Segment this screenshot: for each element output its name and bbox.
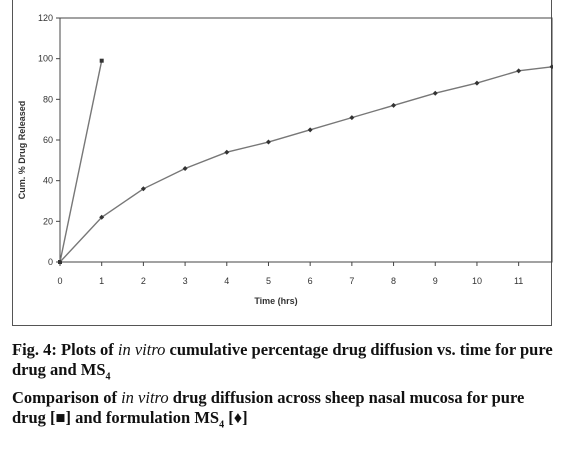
data-point-ms4 bbox=[265, 139, 271, 145]
data-point-ms4 bbox=[432, 90, 438, 96]
description-text: Comparison of bbox=[12, 388, 122, 407]
data-point-ms4 bbox=[182, 165, 188, 171]
x-tick-label: 8 bbox=[391, 276, 396, 286]
data-point-ms4 bbox=[516, 68, 522, 74]
figure-label: Fig. 4: bbox=[12, 340, 57, 359]
caption-subscript: 4 bbox=[105, 371, 111, 383]
plot-area-frame bbox=[59, 17, 553, 263]
y-tick-label: 120 bbox=[38, 13, 53, 23]
y-tick-label: 80 bbox=[43, 94, 53, 104]
figure-caption: Fig. 4: Plots of in vitro cumulative per… bbox=[12, 340, 557, 387]
x-tick-label: 6 bbox=[308, 276, 313, 286]
data-point-ms4 bbox=[224, 149, 230, 155]
y-tick-label: 60 bbox=[43, 135, 53, 145]
data-point-ms4 bbox=[349, 115, 355, 121]
description-subscript: 4 bbox=[219, 419, 225, 431]
x-tick-label: 5 bbox=[266, 276, 271, 286]
data-point-ms4 bbox=[474, 80, 480, 86]
series-line-1 bbox=[59, 60, 103, 263]
x-tick-label: 3 bbox=[183, 276, 188, 286]
drug-release-chart: 0 20 40 60 80 100 120 0 1 2 3 4 5 6 7 8 9 10 11 Time (hrs) C… bbox=[17, 13, 553, 306]
data-point-ms4 bbox=[140, 186, 146, 192]
data-point-ms4 bbox=[99, 214, 105, 220]
data-point-ms4 bbox=[391, 102, 397, 108]
caption-text: cumulative percentage drug diffusion vs.… bbox=[12, 340, 553, 379]
series-line-2 bbox=[59, 66, 553, 263]
x-tick-label: 2 bbox=[141, 276, 146, 286]
description-text: [♦] bbox=[224, 408, 248, 427]
x-tick-label: 0 bbox=[57, 276, 62, 286]
data-point-ms4 bbox=[307, 127, 313, 133]
data-point-ms4 bbox=[57, 259, 63, 265]
description-text: drug diffusion across sheep nasal mucosa… bbox=[12, 388, 525, 427]
y-axis-label: Cum. % Drug Released bbox=[17, 101, 27, 200]
data-point-ms4 bbox=[549, 64, 553, 70]
caption-text: Plots of bbox=[56, 340, 118, 359]
y-tick-label: 40 bbox=[43, 176, 53, 186]
x-tick-label: 4 bbox=[224, 276, 229, 286]
description-italic: in vitro bbox=[121, 388, 169, 407]
x-tick-label: 1 bbox=[99, 276, 104, 286]
x-tick-label: 9 bbox=[433, 276, 438, 286]
x-tick-label: 7 bbox=[349, 276, 354, 286]
y-tick-label: 20 bbox=[43, 216, 53, 226]
y-tick-label: 100 bbox=[38, 54, 53, 64]
x-tick-label: 11 bbox=[514, 276, 523, 286]
caption-italic: in vitro bbox=[117, 340, 166, 359]
y-tick-label: 0 bbox=[48, 257, 53, 267]
x-tick-label: 10 bbox=[472, 276, 482, 286]
figure-description: Comparison of in vitro drug diffusion ac… bbox=[12, 388, 557, 435]
x-axis-label: Time (hrs) bbox=[254, 296, 297, 306]
data-point-pure-drug bbox=[99, 58, 104, 63]
chart-frame: 0 20 40 60 80 100 120 0 1 2 3 4 5 6 7 8 9 10 11 Time (hrs) C… bbox=[12, 0, 553, 326]
